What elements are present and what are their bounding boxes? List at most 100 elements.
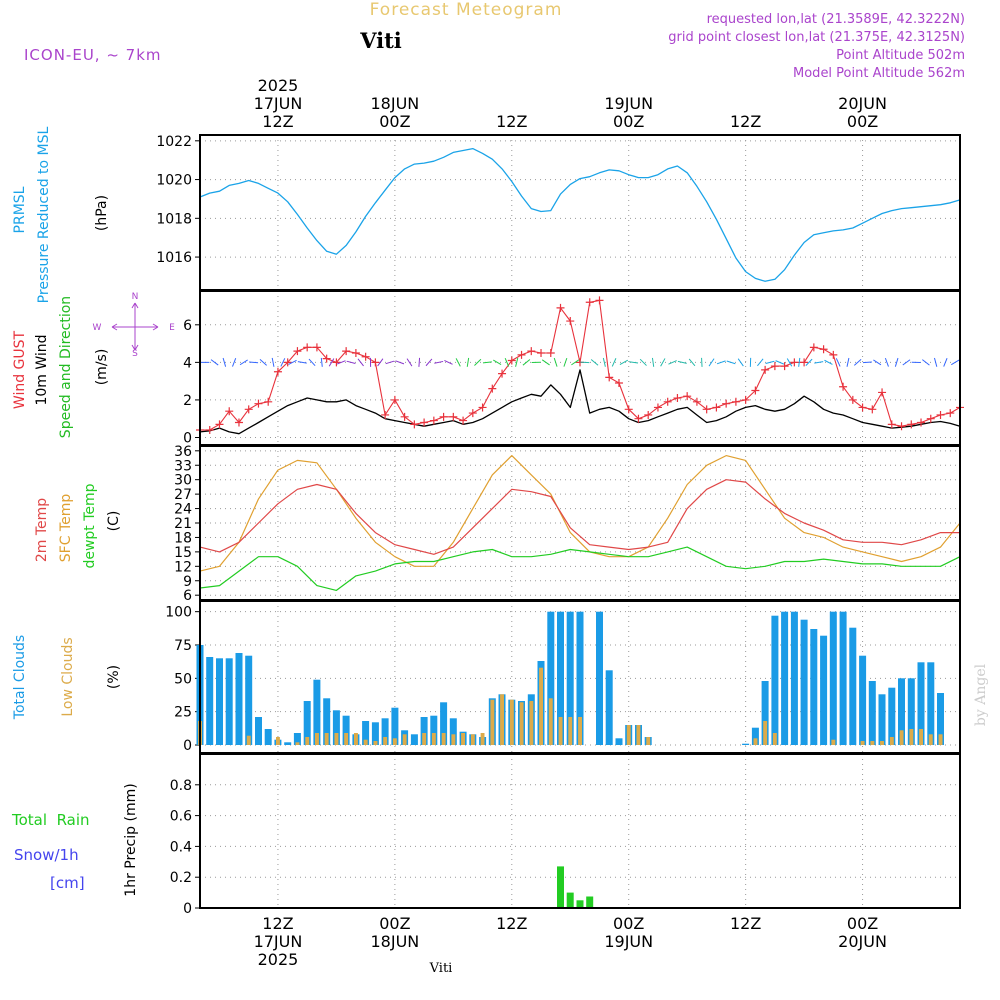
gust-marker-36 [546, 348, 555, 357]
cloud-total-bar-65 [829, 611, 837, 745]
cloud-low-bar-58 [763, 721, 768, 745]
cloud-low-bar-38 [568, 717, 573, 745]
wind-direction-arrow-53 [716, 360, 726, 365]
clouds-panel: 0 25 50 75 100 [165, 600, 961, 754]
wind-direction-arrow-5 [249, 361, 259, 364]
temperature-labels: 2m Temp SFC Temp dewpt Temp (C) [34, 483, 122, 568]
gust-marker-5 [244, 405, 253, 414]
cloud-total-bar-68 [859, 655, 867, 745]
wind-direction-arrow-35 [541, 359, 550, 366]
cloud-low-bar-35 [539, 667, 543, 745]
gust-marker-17 [361, 352, 370, 361]
time-label-top-3-0: 19JUN [604, 94, 653, 113]
time-label-bottom-0-2: 2025 [258, 950, 299, 969]
temp-unit: (C) [106, 511, 122, 532]
cloud-total-bar-3 [225, 658, 233, 745]
cloud-total-bar-9 [284, 742, 292, 745]
wind-direction-arrow-74 [922, 359, 930, 366]
time-label-top-5-1: 00Z [847, 112, 878, 131]
precipitation-panel: 0 0.2 0.4 0.6 0.8 [170, 753, 961, 917]
gust-marker-23 [420, 418, 429, 427]
compass-west: W [93, 323, 102, 333]
cloud-low-bar-71 [889, 737, 894, 745]
pressure-unit: (hPa) [94, 195, 110, 231]
gust-marker-68 [858, 403, 867, 412]
time-label-bottom-4-0: 12Z [730, 914, 761, 933]
cloud-low-bar-74 [919, 729, 923, 745]
cloud-low-bar-11 [305, 737, 310, 745]
precip-unit: 1hr Precip (mm) [123, 783, 139, 896]
temperature-ytick-label-0: 6 [183, 588, 192, 604]
wind-labels: Wind GUST 10m Wind Speed and Direction (… [12, 292, 175, 438]
wind-direction-arrow-28 [474, 358, 482, 366]
time-label-top-4-0: 12Z [730, 112, 761, 131]
cloud-low-bar-69 [870, 741, 875, 745]
temperature-ytick-label-6: 24 [174, 502, 192, 518]
gust-marker-21 [400, 412, 409, 421]
clouds-ytick-label-2: 50 [174, 671, 192, 687]
temp-label-2m: 2m Temp [34, 498, 50, 562]
wind-direction-arrow-42 [611, 358, 617, 367]
time-label-bottom-0-1: 17JUN [254, 932, 303, 951]
wind-direction-arrow-12 [320, 357, 323, 367]
cloud-low-bar-15 [344, 733, 349, 745]
wind-frame [199, 290, 961, 446]
gust-marker-16 [351, 348, 360, 357]
wind-direction-arrow-30 [493, 359, 502, 366]
wind-direction-arrow-47 [660, 358, 666, 367]
gust-marker-53 [712, 403, 721, 412]
gust-marker-20 [390, 395, 399, 404]
gust-marker-22 [410, 420, 419, 429]
wind-direction-arrow-45 [639, 358, 647, 366]
precipitation-ytick-label-2: 0.4 [170, 839, 192, 855]
cloud-total-bar-62 [800, 619, 808, 745]
gust-marker-11 [303, 343, 312, 352]
wind-direction-arrow-40 [590, 359, 599, 366]
wind-direction-arrow-2 [222, 357, 227, 367]
wind-direction-arrow-11 [308, 358, 316, 366]
cloud-low-bar-32 [509, 699, 514, 745]
wind-panel: 0 2 4 6 [183, 290, 964, 446]
cloud-low-bar-46 [646, 737, 651, 745]
gust-marker-42 [605, 373, 614, 382]
gust-marker-2 [215, 420, 224, 429]
cloud-total-bar-71 [888, 687, 896, 745]
cloud-low-bar-68 [860, 741, 865, 745]
wind-direction-arrow-54 [726, 360, 736, 365]
gust-marker-73 [907, 420, 916, 429]
gust-marker-33 [517, 350, 526, 359]
cloud-total-bar-17 [362, 721, 370, 745]
gust-marker-35 [537, 348, 546, 357]
cloud-low-bar-17 [363, 739, 368, 745]
cloud-low-bar-39 [578, 717, 582, 745]
gust-marker-19 [381, 410, 390, 419]
cloud-total-bar-67 [849, 627, 857, 745]
wind-direction-arrow-50 [688, 358, 696, 367]
wind-direction-arrow-58 [765, 360, 775, 364]
wind-direction-arrow-70 [884, 357, 889, 367]
wind-direction-arrow-1 [210, 359, 219, 366]
wind-direction-arrow-61 [798, 357, 801, 367]
gust-marker-57 [751, 386, 760, 395]
cloud-label-low: Low Clouds [60, 637, 76, 716]
wind-direction-arrow-65 [835, 358, 841, 367]
gust-marker-4 [234, 418, 243, 427]
time-label-bottom-5-0: 00Z [847, 914, 878, 933]
pressure-labels: PRMSL Pressure Reduced to MSL (hPa) [12, 126, 110, 303]
cloud-low-bar-59 [772, 733, 777, 745]
cloud-total-bar-66 [839, 611, 847, 745]
gust-marker-62 [800, 358, 809, 367]
wind-direction-arrow-67 [853, 359, 862, 366]
rain-bar-2 [576, 900, 584, 908]
wind-direction-arrow-37 [563, 357, 568, 367]
time-label-top-1-1: 00Z [379, 112, 410, 131]
cloud-low-bar-45 [636, 725, 641, 745]
cloud-total-bar-74 [917, 662, 925, 745]
gust-marker-71 [887, 420, 896, 429]
gust-marker-75 [926, 414, 935, 423]
cloud-total-bar-24 [430, 715, 438, 745]
wind-direction-arrow-13 [328, 358, 335, 367]
gridpoint-coords: grid point closest lon,lat (21.375E, 42.… [668, 30, 965, 45]
